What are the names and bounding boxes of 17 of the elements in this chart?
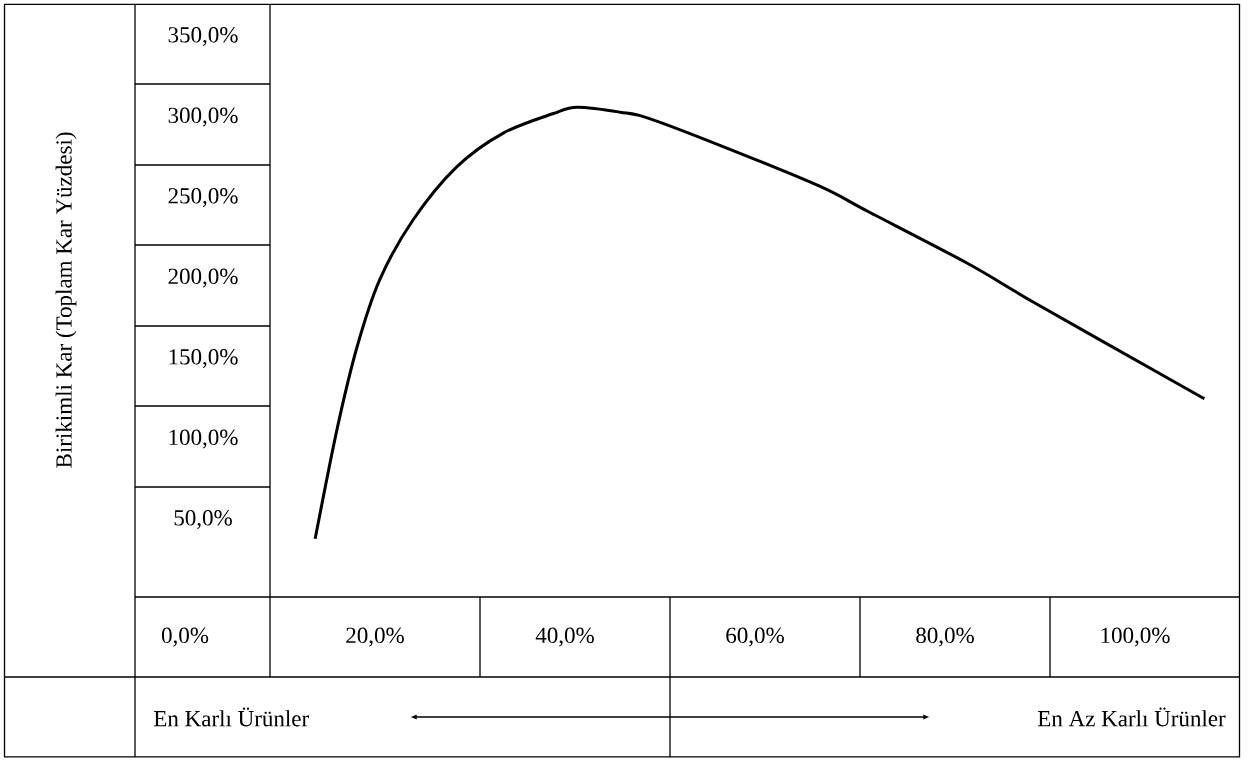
annotation: En Karlı Ürünler bbox=[153, 707, 309, 727]
y-tick-label: 250,0% bbox=[168, 188, 238, 207]
x-tick-label: 100,0% bbox=[1101, 627, 1170, 647]
annotation: En Az Karlı Ürünler bbox=[1037, 707, 1226, 727]
y-tick-label: 200,0% bbox=[168, 268, 238, 288]
y-tick-label: 100,0% bbox=[169, 429, 238, 449]
line-series bbox=[313, 105, 1206, 541]
y-axis-title: Birikimli Kar (Toplam Kar Yüzdesi) bbox=[55, 132, 77, 468]
x-tick-label: 80,0% bbox=[916, 627, 974, 647]
x-tick-label: 60,0% bbox=[726, 627, 784, 647]
x-tick-label: 0,0% bbox=[161, 627, 209, 647]
x-tick-label: 20,0% bbox=[346, 627, 404, 647]
y-tick-label: 150,0% bbox=[169, 349, 238, 368]
x-tick-label: 40,0% bbox=[535, 627, 594, 647]
y-tick-label: 350,0% bbox=[168, 27, 238, 46]
y-tick-label: 50,0% bbox=[174, 510, 232, 529]
y-tick-label: 300,0% bbox=[168, 107, 238, 127]
